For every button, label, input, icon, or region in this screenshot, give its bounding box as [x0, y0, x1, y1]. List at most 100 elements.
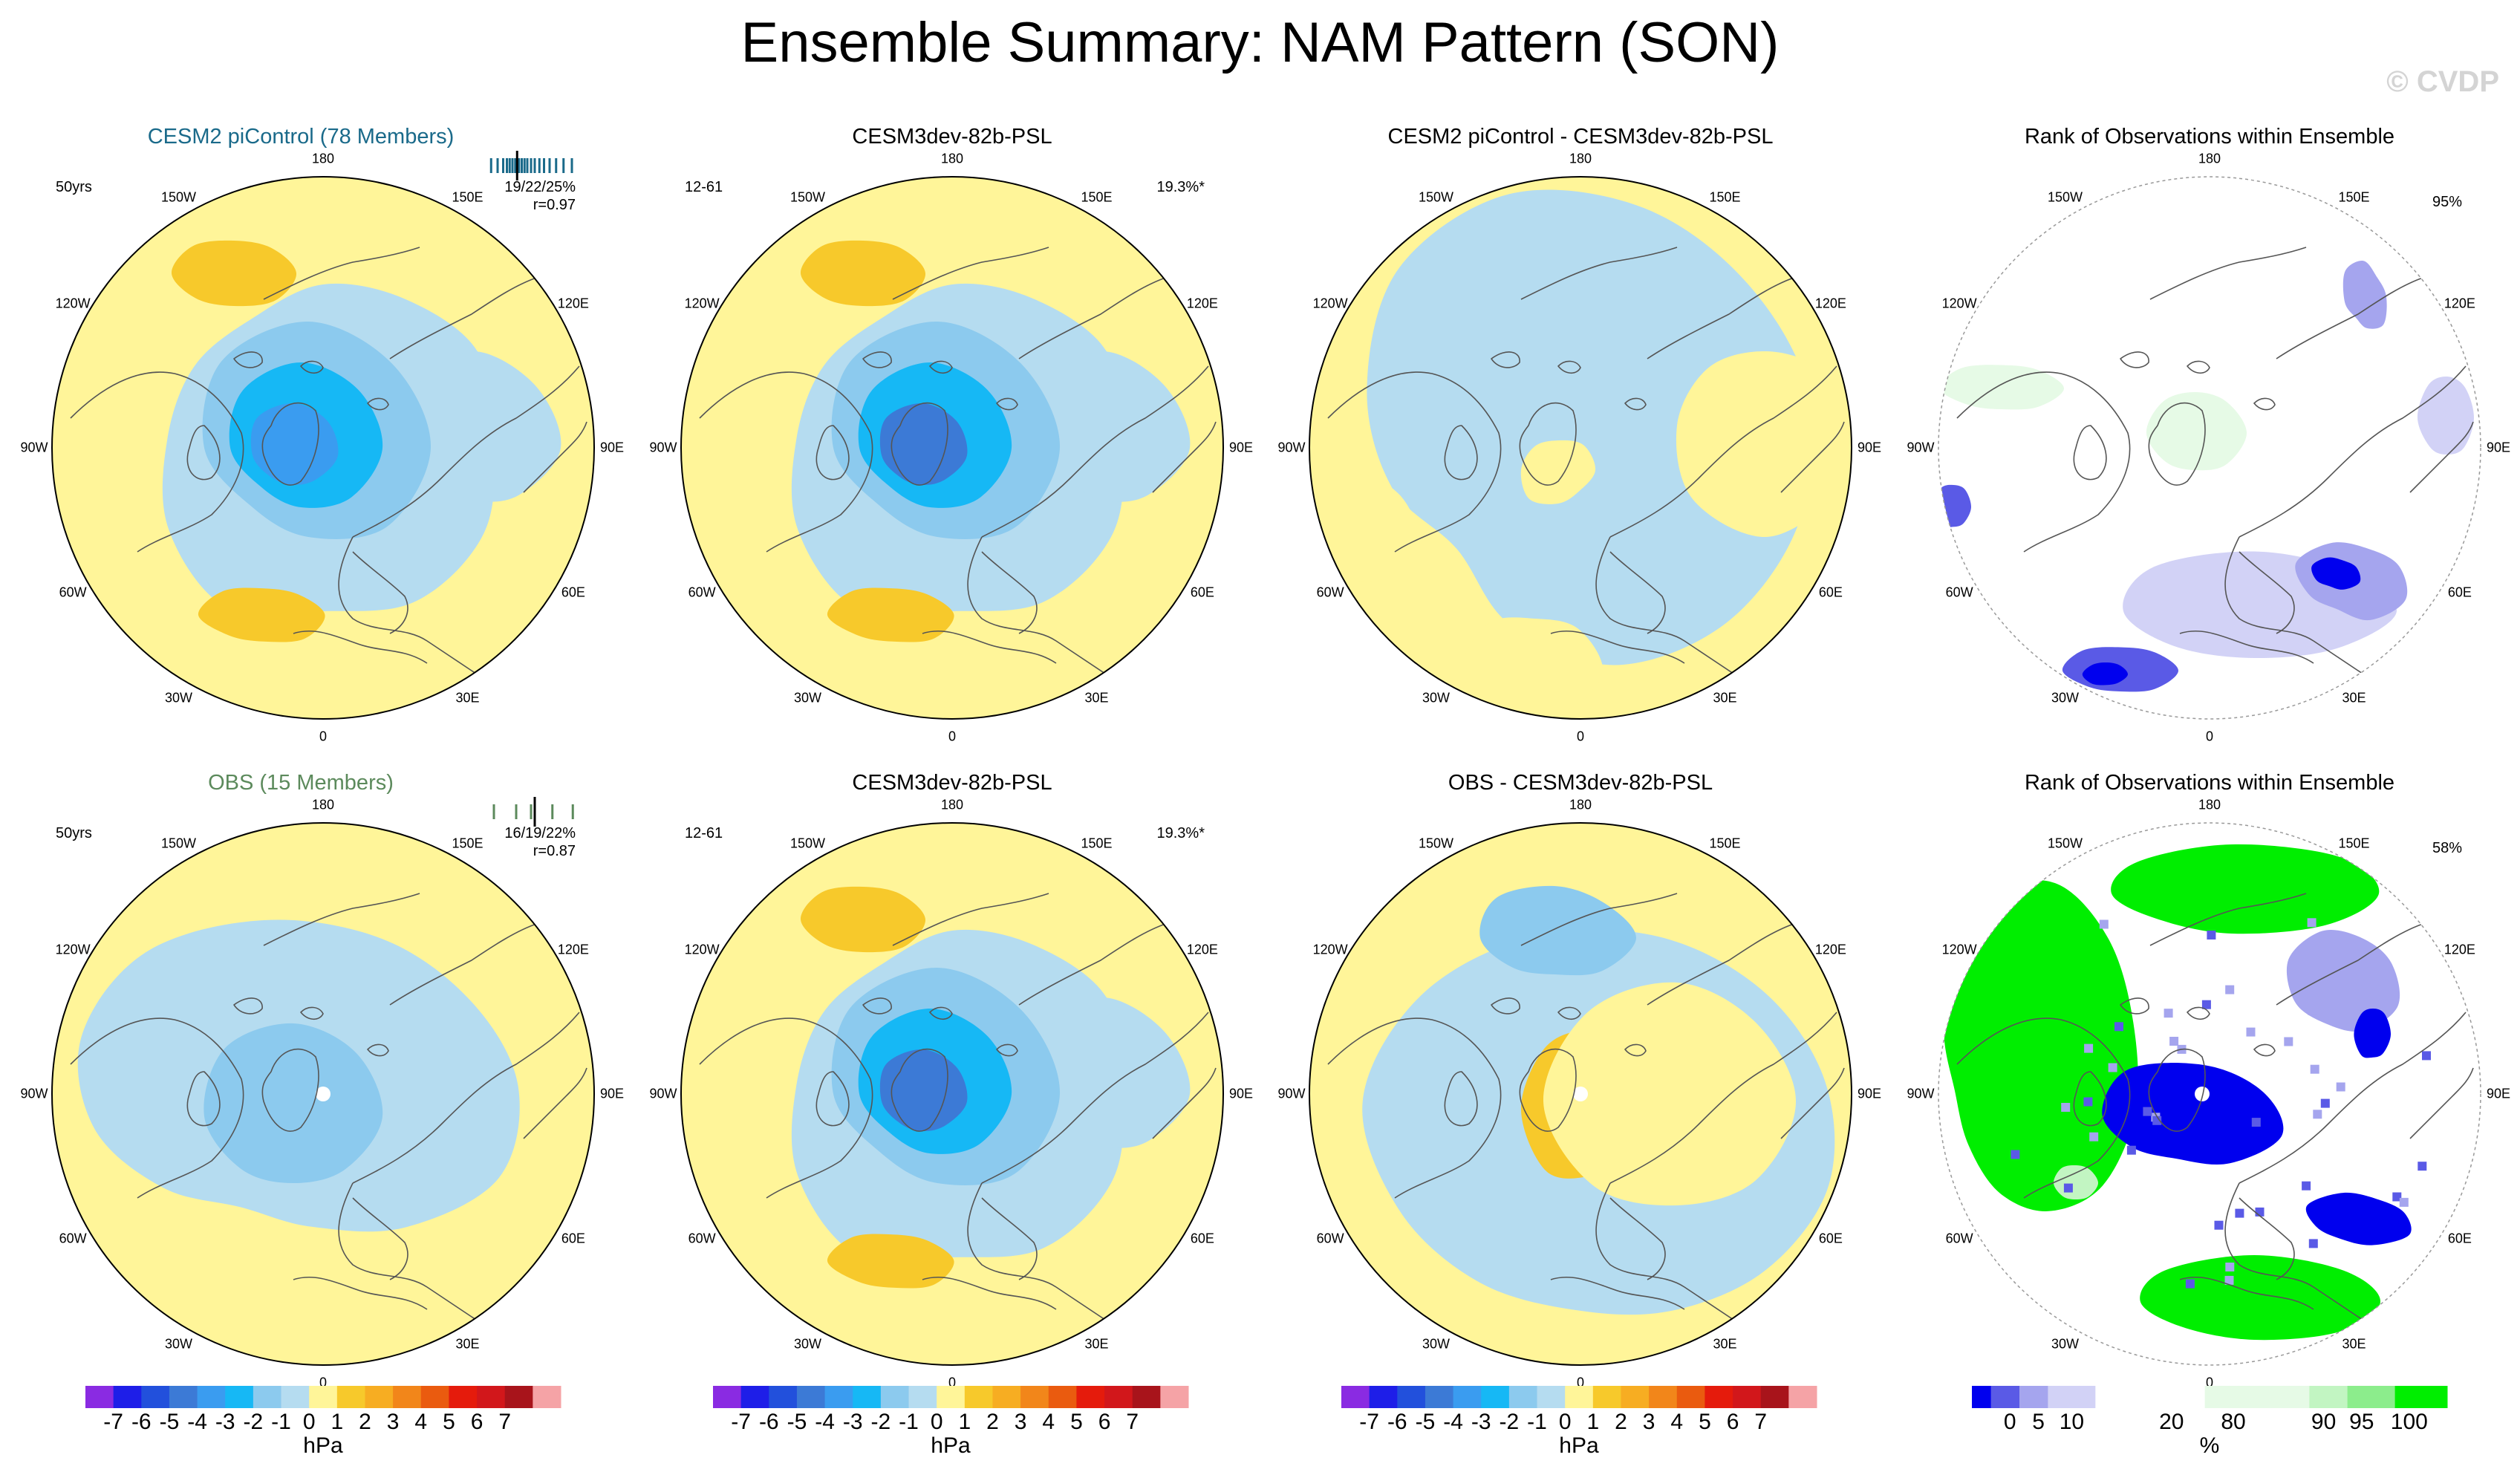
rank-field-58 — [1944, 844, 2431, 1341]
colorbar-tick-label: 0 — [2003, 1410, 2016, 1434]
longitude-label: 180 — [2198, 151, 2221, 166]
colorbar-swatch — [1020, 1386, 1049, 1408]
colorbar-tick-label: -3 — [842, 1410, 863, 1434]
panel-title-bottom-3: OBS - CESM3dev-82b-PSL — [1448, 771, 1713, 795]
panel-title-top-4: Rank of Observations within Ensemble — [2024, 125, 2395, 149]
rank-light-green-west — [1938, 365, 2064, 410]
longitude-label: 60W — [1945, 584, 1973, 599]
colorbar-swatch — [1990, 1386, 2020, 1408]
colorbar-swatch — [1132, 1386, 1161, 1408]
diff-positive-center — [1520, 440, 1596, 504]
colorbar-swatch — [2048, 1386, 2096, 1408]
colorbar-swatch — [769, 1386, 798, 1408]
colorbar-swatch — [1972, 1386, 1992, 1408]
longitude-label: 150W — [789, 836, 826, 851]
panel-title-top-3: CESM2 piControl - CESM3dev-82b-PSL — [1387, 125, 1774, 149]
coastline-overlay — [1956, 893, 2474, 1332]
colorbar-tick-label: -2 — [1499, 1410, 1520, 1434]
colorbar-tick-label: 5 — [2032, 1410, 2045, 1434]
map-boundary — [680, 822, 1224, 1366]
longitude-label: 30E — [1713, 1336, 1737, 1352]
colorbar-swatch — [253, 1386, 282, 1408]
colorbar-swatch — [504, 1386, 533, 1408]
longitude-label: 150E — [452, 836, 484, 851]
longitude-label: 150E — [2338, 836, 2370, 851]
colorbar-swatch — [713, 1386, 742, 1408]
pattern-colorbar-1 — [85, 1386, 561, 1408]
colorbar-swatch — [937, 1386, 966, 1408]
longitude-label: 180 — [1569, 797, 1592, 812]
colorbar-swatch — [365, 1386, 394, 1408]
rank-green-north — [2111, 844, 2380, 934]
longitude-label: 30E — [1084, 690, 1109, 706]
longitude-label: 60E — [1818, 584, 1843, 599]
longitude-label: 150E — [1081, 189, 1113, 205]
colorbar-tick-label: -2 — [870, 1410, 891, 1434]
colorbar-tick-label: 2 — [359, 1410, 371, 1434]
colorbar-swatch — [1369, 1386, 1398, 1408]
map-boundary — [1309, 822, 1852, 1366]
longitude-label: 30W — [793, 1336, 822, 1352]
obs-negative-2hpa — [204, 1023, 383, 1183]
longitude-label: 150E — [1709, 836, 1741, 851]
pole-hole-marker — [316, 1087, 331, 1101]
colorbar-swatch — [1537, 1386, 1566, 1408]
longitude-label: 30E — [2342, 690, 2366, 706]
colorbar-tick-label: 10 — [2059, 1410, 2085, 1434]
colorbar-tick-label: -2 — [243, 1410, 264, 1434]
longitude-label: 90E — [1857, 440, 1882, 455]
longitude-label: 120E — [2444, 942, 2475, 957]
colorbar-tick-label: 5 — [1699, 1410, 1711, 1434]
rank-dark-blue-northeast — [2354, 1009, 2392, 1058]
longitude-label: 30W — [164, 690, 193, 706]
longitude-label: 180 — [2198, 797, 2221, 812]
colorbar-tick-label: 1 — [958, 1410, 971, 1434]
longitude-label: 60W — [1945, 1231, 1973, 1245]
colorbar-tick-label: 0 — [302, 1410, 316, 1434]
right-annotation-top-1: 19/22/25% — [504, 179, 576, 195]
longitude-label: 60E — [2447, 1231, 2472, 1245]
colorbar-tick-label: -6 — [758, 1410, 779, 1434]
longitude-label: 90E — [1857, 1086, 1882, 1101]
colorbar-swatch — [824, 1386, 853, 1408]
longitude-label: 90W — [1277, 1086, 1306, 1101]
colorbar-tick-label: 3 — [1642, 1410, 1655, 1434]
negative-contour-1hpa-extension — [1036, 351, 1191, 502]
colorbar-tick-label: 4 — [1042, 1410, 1055, 1434]
colorbar-tick-label: -6 — [131, 1410, 152, 1434]
colorbar-swatch — [880, 1386, 910, 1408]
coastline-overlay — [699, 247, 1217, 686]
member-tick-strip-top-1 — [489, 151, 573, 180]
longitude-label: 60W — [59, 584, 87, 599]
longitude-label: 150W — [1418, 836, 1454, 851]
coastline-overlay — [1327, 893, 1845, 1332]
colorbar-tick-label: 100 — [2390, 1410, 2428, 1434]
colorbar-tick-label: 5 — [1070, 1410, 1083, 1434]
colorbar-unit-label: hPa — [1559, 1433, 1599, 1458]
colorbar-swatch — [1397, 1386, 1426, 1408]
colorbar-tick-label: 1 — [1586, 1410, 1600, 1434]
longitude-label: 0 — [2205, 729, 2214, 744]
colorbar-tick-label: 3 — [386, 1410, 400, 1434]
longitude-label: 0 — [1576, 729, 1585, 744]
colorbar-swatch — [1076, 1386, 1105, 1408]
panel-title-bottom-1: OBS (15 Members) — [208, 771, 394, 795]
positive-atlantic-contour — [827, 1234, 954, 1289]
longitude-label: 60E — [561, 584, 585, 599]
longitude-label: 90W — [1907, 440, 1935, 455]
longitude-label: 180 — [1569, 151, 1592, 166]
rank-light-blue-north — [2286, 929, 2400, 1032]
longitude-label: 90W — [649, 1086, 677, 1101]
longitude-label: 30W — [2051, 1336, 2080, 1352]
left-annotation-bottom-1: 50yrs — [56, 825, 92, 841]
colorbar-swatch — [449, 1386, 478, 1408]
left-annotation-bottom-2: 12-61 — [685, 825, 723, 841]
rank-colorbar — [1972, 1386, 2448, 1408]
colorbar-tick-label: 6 — [470, 1410, 484, 1434]
polar-map-bottom-2 — [680, 822, 1224, 1366]
negative-contour-4hpa — [250, 403, 339, 486]
colorbar-tick-label: 95 — [2349, 1410, 2374, 1434]
colorbar-tick-label: 7 — [498, 1410, 512, 1434]
longitude-label: 120W — [55, 942, 91, 957]
panel-title-bottom-4: Rank of Observations within Ensemble — [2024, 771, 2395, 795]
